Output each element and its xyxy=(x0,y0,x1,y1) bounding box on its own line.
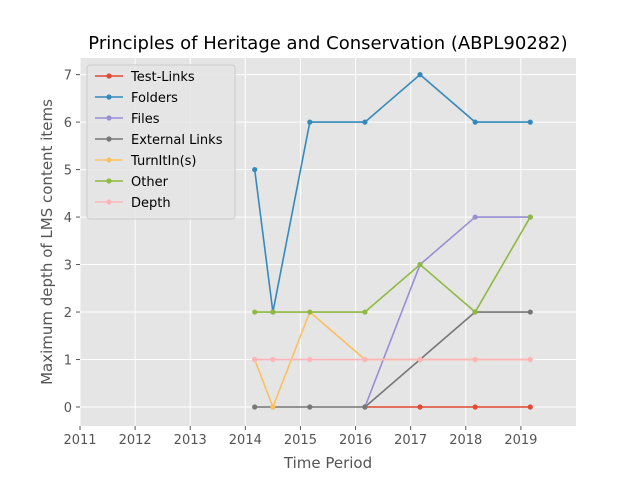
legend-label: Test-Links xyxy=(130,70,195,85)
series-line-files xyxy=(364,216,531,408)
legend-item: External Links xyxy=(95,133,223,148)
data-point-folders xyxy=(472,119,478,125)
x-axis-label: Time Period xyxy=(283,454,372,472)
legend-swatch-marker xyxy=(106,73,112,79)
x-tick-label: 2014 xyxy=(229,433,262,448)
data-point-other xyxy=(527,214,533,220)
legend-item: Depth xyxy=(95,196,171,211)
legend-item: Other xyxy=(95,175,169,190)
data-point-other xyxy=(472,309,478,315)
legend-swatch-marker xyxy=(106,136,112,142)
data-point-depth xyxy=(362,356,368,363)
legend-swatch-marker xyxy=(106,115,112,121)
data-point-other xyxy=(362,309,368,315)
x-tick-label: 2017 xyxy=(394,433,427,448)
legend-item: Test-Links xyxy=(95,70,195,85)
data-point-folders xyxy=(252,166,258,173)
y-axis-ticks: 0 1 2 3 4 5 6 7 xyxy=(64,69,80,416)
data-point-external-links xyxy=(307,404,313,410)
legend-label: External Links xyxy=(131,133,223,148)
legend-item: Files xyxy=(95,112,160,127)
series-other xyxy=(252,214,533,315)
legend: Test-Links Folders Files External Links Turn… xyxy=(86,64,236,220)
data-point-depth xyxy=(472,356,478,363)
legend-item: TurnItIn(s) xyxy=(95,154,196,169)
x-tick-label: 2015 xyxy=(284,433,317,448)
data-point-depth xyxy=(270,356,276,363)
y-tick-label: 6 xyxy=(64,116,72,131)
y-tick-label: 2 xyxy=(64,306,72,321)
data-point-depth xyxy=(307,356,313,363)
x-tick-label: 2013 xyxy=(174,433,207,448)
legend-swatch-marker xyxy=(106,199,112,205)
y-tick-label: 5 xyxy=(64,164,72,179)
y-tick-label: 4 xyxy=(64,211,72,226)
data-point-depth xyxy=(252,356,258,363)
data-point-test-links xyxy=(472,404,478,410)
data-point-folders xyxy=(527,119,533,125)
legend-item: Folders xyxy=(95,91,178,106)
y-tick-label: 0 xyxy=(64,401,72,416)
data-point-folders xyxy=(362,119,368,125)
data-point-other xyxy=(270,309,276,315)
series-layer xyxy=(252,72,533,410)
x-tick-label: 2016 xyxy=(339,433,372,448)
data-point-turnitin-s xyxy=(270,404,276,410)
y-tick-label: 3 xyxy=(64,259,72,274)
y-tick-label: 1 xyxy=(64,354,72,369)
legend-swatch-marker xyxy=(106,157,112,163)
data-point-depth xyxy=(417,356,423,363)
x-tick-label: 2011 xyxy=(63,433,96,448)
x-tick-label: 2018 xyxy=(449,433,482,448)
data-point-external-links xyxy=(252,404,258,410)
legend-label: Folders xyxy=(131,91,178,106)
data-point-external-links xyxy=(362,404,368,410)
legend-swatch-marker xyxy=(106,178,112,184)
legend-label: Other xyxy=(131,175,169,190)
series-depth xyxy=(252,356,533,363)
data-point-folders xyxy=(417,72,423,78)
data-point-external-links xyxy=(527,309,533,315)
y-tick-label: 7 xyxy=(64,69,72,84)
x-axis-ticks: 2011 2012 2013 2014 2015 2016 2017 2018 2019 xyxy=(63,426,537,448)
legend-swatch-marker xyxy=(106,94,112,100)
legend-frame xyxy=(86,64,236,220)
data-point-other xyxy=(417,261,423,268)
data-point-depth xyxy=(527,356,533,363)
data-point-folders xyxy=(307,119,313,125)
data-point-files xyxy=(472,214,478,220)
x-tick-label: 2012 xyxy=(119,433,152,448)
data-point-test-links xyxy=(527,404,533,410)
legend-label: Depth xyxy=(131,196,171,211)
legend-label: Files xyxy=(131,112,160,127)
y-axis-label: Maximum depth of LMS content items xyxy=(38,99,56,385)
legend-label: TurnItIn(s) xyxy=(130,154,196,169)
chart-title: Principles of Heritage and Conservation … xyxy=(88,33,567,54)
data-point-other xyxy=(252,309,258,315)
x-tick-label: 2019 xyxy=(504,433,537,448)
data-point-other xyxy=(307,309,313,315)
data-point-test-links xyxy=(417,404,423,410)
